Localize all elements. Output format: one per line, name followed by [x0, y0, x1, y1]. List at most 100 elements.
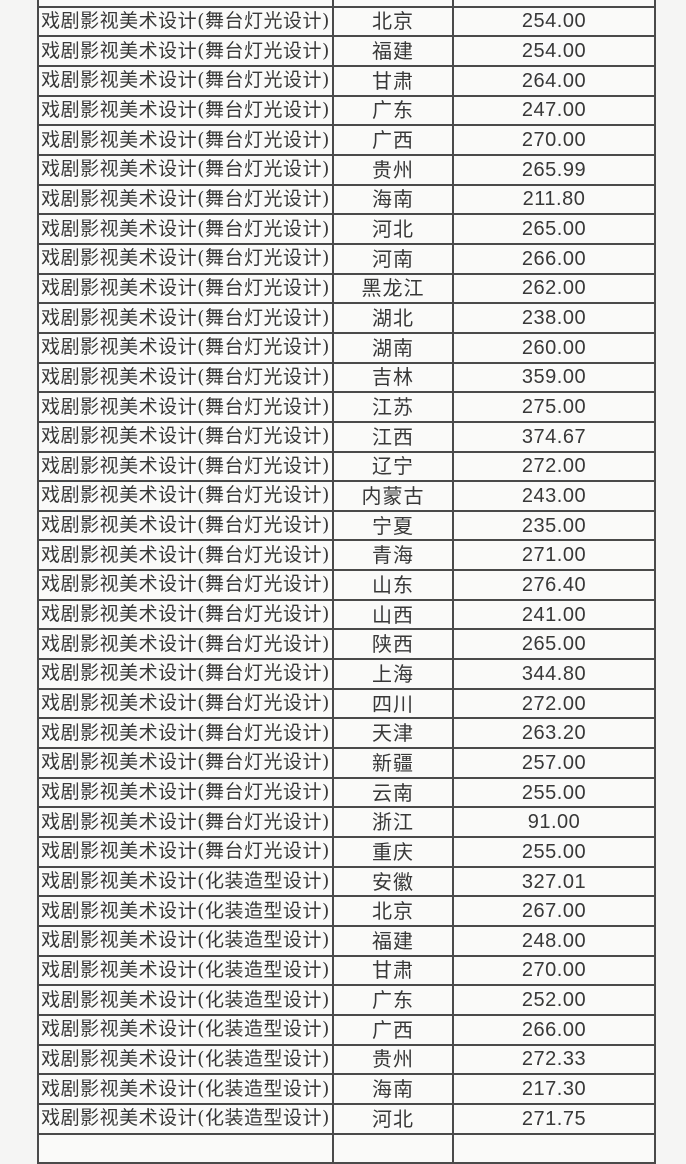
program-name-cell: 戏剧影视美术设计(舞台灯光设计) — [39, 689, 334, 720]
program-name-cell: 戏剧影视美术设计(化装造型设计) — [39, 1045, 334, 1076]
score-cell: 255.00 — [454, 778, 656, 809]
score-cell: 217.30 — [454, 1075, 656, 1105]
score-cell: 265.00 — [454, 215, 656, 245]
province-cell: 重庆 — [334, 838, 454, 868]
score-cell: 235.00 — [454, 511, 656, 542]
score-cell: 211.80 — [454, 185, 656, 216]
score-cell: 254.00 — [454, 7, 656, 38]
province-cell: 河北 — [334, 1104, 454, 1135]
program-name-cell: 戏剧影视美术设计(舞台灯光设计) — [39, 630, 334, 661]
province-cell: 安徽 — [334, 867, 454, 898]
program-name-cell: 戏剧影视美术设计(舞台灯光设计) — [39, 541, 334, 572]
province-cell: 山西 — [334, 600, 454, 631]
province-cell: 新疆 — [334, 749, 454, 779]
score-cell: 275.00 — [454, 393, 656, 423]
program-name-cell: 戏剧影视美术设计(舞台灯光设计) — [39, 274, 334, 305]
score-cell: 271.00 — [454, 541, 656, 572]
score-cell: 248.00 — [454, 927, 656, 957]
score-cell: 255.00 — [454, 838, 656, 868]
score-cell: 266.00 — [454, 1015, 656, 1046]
clipped-row-score-cell — [454, 1134, 656, 1164]
province-cell: 河南 — [334, 244, 454, 275]
score-cell: 263.20 — [454, 719, 656, 750]
province-cell: 辽宁 — [334, 452, 454, 483]
program-name-cell: 戏剧影视美术设计(化装造型设计) — [39, 956, 334, 987]
program-name-cell: 戏剧影视美术设计(舞台灯光设计) — [39, 393, 334, 423]
score-cell: 270.00 — [454, 126, 656, 156]
score-cell: 344.80 — [454, 660, 656, 690]
score-cell: 247.00 — [454, 96, 656, 127]
program-name-cell: 戏剧影视美术设计(舞台灯光设计) — [39, 304, 334, 334]
clipped-row-province-cell — [334, 1134, 454, 1164]
score-cell: 265.99 — [454, 155, 656, 186]
program-name-cell: 戏剧影视美术设计(舞台灯光设计) — [39, 37, 334, 67]
score-cell: 266.00 — [454, 244, 656, 275]
province-cell: 广东 — [334, 96, 454, 127]
province-cell: 广西 — [334, 126, 454, 156]
score-cell: 270.00 — [454, 956, 656, 987]
score-cell: 238.00 — [454, 304, 656, 334]
score-cell: 272.33 — [454, 1045, 656, 1076]
program-name-cell: 戏剧影视美术设计(化装造型设计) — [39, 986, 334, 1016]
program-name-cell: 戏剧影视美术设计(舞台灯光设计) — [39, 838, 334, 868]
score-cell: 243.00 — [454, 482, 656, 512]
program-name-cell: 戏剧影视美术设计(舞台灯光设计) — [39, 185, 334, 216]
province-cell: 广东 — [334, 986, 454, 1016]
province-cell: 云南 — [334, 778, 454, 809]
clipped-row-score-cell — [454, 0, 656, 8]
clipped-row-province-cell — [334, 0, 454, 8]
program-name-cell: 戏剧影视美术设计(化装造型设计) — [39, 867, 334, 898]
score-cell: 241.00 — [454, 600, 656, 631]
score-cell: 359.00 — [454, 363, 656, 394]
province-cell: 内蒙古 — [334, 482, 454, 512]
province-cell: 上海 — [334, 660, 454, 690]
clipped-row-program-cell — [39, 1134, 334, 1164]
province-cell: 甘肃 — [334, 956, 454, 987]
province-cell: 甘肃 — [334, 66, 454, 97]
program-name-cell: 戏剧影视美术设计(舞台灯光设计) — [39, 511, 334, 542]
program-name-cell: 戏剧影视美术设计(舞台灯光设计) — [39, 660, 334, 690]
program-name-cell: 戏剧影视美术设计(舞台灯光设计) — [39, 482, 334, 512]
program-name-cell: 戏剧影视美术设计(舞台灯光设计) — [39, 66, 334, 97]
province-cell: 天津 — [334, 719, 454, 750]
program-name-cell: 戏剧影视美术设计(舞台灯光设计) — [39, 749, 334, 779]
province-cell: 江西 — [334, 422, 454, 453]
province-cell: 福建 — [334, 37, 454, 67]
province-cell: 江苏 — [334, 393, 454, 423]
program-name-cell: 戏剧影视美术设计(化装造型设计) — [39, 897, 334, 927]
score-cell: 252.00 — [454, 986, 656, 1016]
province-cell: 黑龙江 — [334, 274, 454, 305]
score-cell: 272.00 — [454, 689, 656, 720]
program-name-cell: 戏剧影视美术设计(舞台灯光设计) — [39, 778, 334, 809]
province-cell: 福建 — [334, 927, 454, 957]
program-name-cell: 戏剧影视美术设计(舞台灯光设计) — [39, 363, 334, 394]
score-cell: 272.00 — [454, 452, 656, 483]
program-name-cell: 戏剧影视美术设计(舞台灯光设计) — [39, 571, 334, 601]
province-cell: 海南 — [334, 185, 454, 216]
program-name-cell: 戏剧影视美术设计(舞台灯光设计) — [39, 452, 334, 483]
score-cell: 260.00 — [454, 333, 656, 364]
province-cell: 湖北 — [334, 304, 454, 334]
program-name-cell: 戏剧影视美术设计(舞台灯光设计) — [39, 215, 334, 245]
score-cell: 265.00 — [454, 630, 656, 661]
program-name-cell: 戏剧影视美术设计(化装造型设计) — [39, 1015, 334, 1046]
program-name-cell: 戏剧影视美术设计(舞台灯光设计) — [39, 600, 334, 631]
program-name-cell: 戏剧影视美术设计(舞台灯光设计) — [39, 96, 334, 127]
province-cell: 北京 — [334, 897, 454, 927]
province-cell: 河北 — [334, 215, 454, 245]
program-name-cell: 戏剧影视美术设计(舞台灯光设计) — [39, 719, 334, 750]
province-cell: 浙江 — [334, 808, 454, 839]
score-cell: 91.00 — [454, 808, 656, 839]
clipped-row-program-cell — [39, 0, 334, 8]
score-cell: 262.00 — [454, 274, 656, 305]
score-cell: 374.67 — [454, 422, 656, 453]
program-name-cell: 戏剧影视美术设计(舞台灯光设计) — [39, 808, 334, 839]
province-cell: 陕西 — [334, 630, 454, 661]
score-cell: 271.75 — [454, 1104, 656, 1135]
program-name-cell: 戏剧影视美术设计(化装造型设计) — [39, 1075, 334, 1105]
province-cell: 四川 — [334, 689, 454, 720]
admission-score-table: 戏剧影视美术设计(舞台灯光设计) 北京 254.00 戏剧影视美术设计(舞台灯光… — [37, 0, 656, 1164]
province-cell: 海南 — [334, 1075, 454, 1105]
program-name-cell: 戏剧影视美术设计(化装造型设计) — [39, 927, 334, 957]
